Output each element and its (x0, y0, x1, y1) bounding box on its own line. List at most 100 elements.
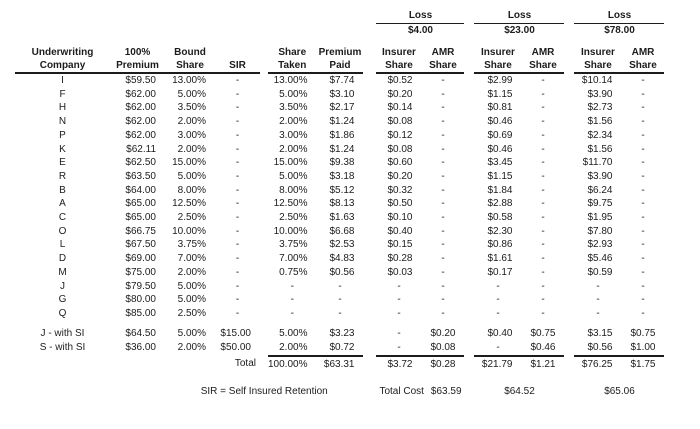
table-row: O $66.75 10.00% - 10.00% $6.68 $0.40 - $2.30 - $7.… (15, 225, 664, 239)
cell-ins1: $0.28 (387, 253, 413, 265)
cell-amr3: - (641, 170, 645, 182)
column-gap (564, 101, 574, 115)
column-gap (564, 170, 574, 184)
column-gap (564, 266, 574, 280)
column-gap (464, 252, 474, 266)
cell-ins3: $6.24 (587, 184, 613, 196)
cell-ins3: - (596, 280, 600, 292)
table-row: L $67.50 3.75% - 3.75% $2.53 $0.15 - $0.86 - $2.93… (15, 238, 664, 252)
column-gap (363, 225, 376, 239)
cell-bound: 7.00% (177, 253, 206, 265)
cell-ins2: $2.99 (487, 75, 513, 86)
column-gap (564, 252, 574, 266)
column-gap (363, 101, 376, 115)
header-underwriting-company: Underwriting Company (15, 47, 110, 74)
cell-amr2: - (541, 88, 545, 100)
header-insurer-share-2: Insurer Share (474, 47, 522, 74)
cell-taken: 8.00% (279, 184, 308, 196)
header-100-premium: 100% Premium (110, 47, 165, 74)
cell-sir: - (235, 184, 240, 196)
table-row: B $64.00 8.00% - 8.00% $5.12 $0.32 - $1.84 - $6.24… (15, 184, 664, 198)
column-gap (564, 115, 574, 129)
cell-paid: $5.12 (329, 184, 355, 196)
cell-sir: - (235, 280, 240, 292)
cell-sir: - (235, 88, 240, 100)
column-gap (363, 385, 376, 399)
header-premium-paid: Premium Paid (316, 47, 364, 74)
column-gap (564, 88, 574, 102)
cell-premium: $80.00 (125, 294, 156, 306)
cell-amr3: - (641, 253, 645, 265)
cell-ins1: $0.40 (387, 225, 413, 237)
cell-taken: 5.00% (279, 88, 308, 100)
loss-amount-1: $4.00 (407, 25, 433, 36)
cell-amr3: - (641, 280, 645, 292)
column-gap (564, 156, 574, 170)
table-row: H $62.00 3.50% - 3.50% $2.17 $0.14 - $0.81 - $2.73… (15, 101, 664, 115)
cell-bound: 2.00% (177, 116, 206, 128)
column-gap (464, 385, 474, 399)
cell-amr1: - (441, 170, 445, 182)
cell-ins1: $0.32 (387, 184, 413, 196)
header-bound-share: Bound Share (165, 47, 215, 74)
cell-company: D (58, 253, 67, 265)
cell-bound: 8.00% (177, 184, 206, 196)
cell-paid: $4.83 (329, 253, 355, 265)
cell-amr2: - (541, 266, 545, 278)
cell-premium: $67.50 (125, 239, 156, 251)
column-gap (363, 293, 376, 307)
cell-total-amr3: $1.75 (621, 354, 665, 372)
cell-paid: $0.72 (329, 341, 355, 353)
column-gap (260, 143, 268, 157)
cell-ins1: $0.03 (387, 266, 413, 278)
cell-amr1: - (441, 294, 445, 306)
cell-taken: 15.00% (273, 157, 308, 169)
column-gap (260, 280, 268, 294)
cell-paid: $7.74 (329, 75, 355, 86)
cell-paid: $1.63 (329, 212, 355, 224)
header-amr-share-2: AMR Share (521, 47, 565, 74)
cell-ins3: $10.14 (581, 75, 613, 86)
cell-ins3: $2.34 (587, 129, 613, 141)
spacer-row (15, 38, 664, 47)
cell-sir: - (235, 307, 240, 319)
cell-amr3: - (641, 116, 645, 128)
column-gap (260, 293, 268, 307)
cell-sir: - (235, 225, 240, 237)
total-cost-1: Total Cost $63.59 (376, 385, 464, 399)
cell-sir: - (235, 294, 240, 306)
column-gap (464, 356, 474, 372)
column-gap (260, 356, 268, 372)
cell-paid: - (338, 280, 342, 292)
table-row: N $62.00 2.00% - 2.00% $1.24 $0.08 - $0.46 - $1.56… (15, 115, 664, 129)
total-cost-label: Total Cost (379, 385, 424, 397)
cell-sir: - (235, 170, 240, 182)
cell-bound: 3.50% (177, 102, 206, 114)
cell-amr3: - (641, 143, 645, 155)
cell-ins3: $0.56 (587, 341, 613, 353)
column-header-row: Underwriting Company 100% Premium Bound … (15, 47, 665, 74)
cell-premium: $62.00 (125, 88, 156, 100)
cell-ins1: - (397, 307, 401, 319)
cell-premium: $66.75 (125, 225, 156, 237)
column-gap (260, 238, 268, 252)
column-gap (260, 73, 268, 88)
loss-amount-row: $4.00 $23.00 $78.00 (15, 24, 664, 39)
cell-premium: $75.00 (125, 266, 156, 278)
cell-sir: $50.00 (220, 342, 251, 354)
table-row: M $75.00 2.00% - 0.75% $0.56 $0.03 - $0.17 - $0.59… (15, 266, 664, 280)
cell-ins3: - (596, 307, 600, 319)
column-gap (464, 115, 474, 129)
cell-company: S - with SI (39, 342, 86, 354)
cell-premium: $79.50 (125, 280, 156, 292)
cell-paid: - (338, 307, 342, 319)
cell-taken: 3.75% (279, 239, 308, 251)
column-gap (260, 170, 268, 184)
cell-bound: 15.00% (172, 157, 206, 169)
header-amr-share-3: AMR Share (621, 47, 665, 74)
cell-company: J - with SI (40, 327, 85, 339)
cell-ins3: $5.46 (587, 253, 613, 265)
column-gap (464, 197, 474, 211)
cell-ins2: $0.69 (487, 129, 513, 141)
cell-bound: 2.50% (177, 212, 206, 224)
